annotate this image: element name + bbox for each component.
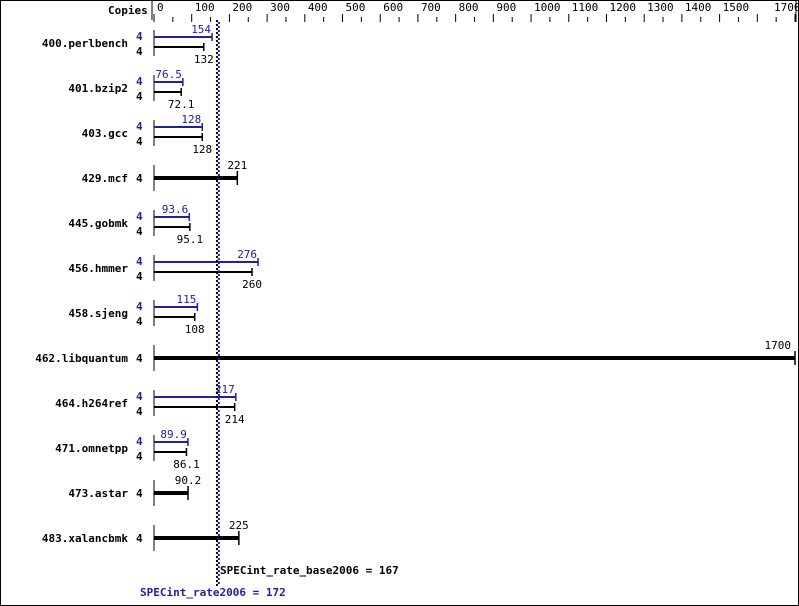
base-value-label: 132 bbox=[194, 53, 214, 66]
tick-label: 1400 bbox=[685, 1, 712, 14]
tick-label: 1200 bbox=[609, 1, 636, 14]
tick-label: 600 bbox=[383, 1, 403, 14]
tick-label: 1700 bbox=[774, 1, 799, 14]
base-score-label: SPECint_rate_base2006 = 167 bbox=[220, 564, 399, 577]
benchmark-name: 400.perlbench bbox=[42, 37, 128, 50]
copies-base: 4 bbox=[136, 405, 143, 418]
base-value-label: 225 bbox=[229, 519, 249, 532]
tick-label: 300 bbox=[270, 1, 290, 14]
copies-base: 4 bbox=[136, 487, 143, 500]
benchmark-name: 403.gcc bbox=[82, 127, 128, 140]
tick-label: 800 bbox=[459, 1, 479, 14]
copies-base: 4 bbox=[136, 225, 143, 238]
tick-label: 200 bbox=[232, 1, 252, 14]
benchmark-name: 462.libquantum bbox=[35, 352, 128, 365]
benchmark-name: 401.bzip2 bbox=[68, 82, 128, 95]
benchmark-name: 483.xalancbmk bbox=[42, 532, 128, 545]
benchmark-name: 464.h264ref bbox=[55, 397, 128, 410]
base-value-label: 90.2 bbox=[175, 474, 202, 487]
copies-peak: 4 bbox=[136, 255, 143, 268]
copies-peak: 4 bbox=[136, 120, 143, 133]
base-value-label: 108 bbox=[185, 323, 205, 336]
peak-value-label: 217 bbox=[215, 383, 235, 396]
copies-peak: 4 bbox=[136, 75, 143, 88]
peak-value-label: 276 bbox=[237, 248, 257, 261]
peak-value-label: 154 bbox=[191, 23, 211, 36]
peak-value-label: 128 bbox=[181, 113, 201, 126]
peak-value-label: 76.5 bbox=[155, 68, 182, 81]
copies-header: Copies bbox=[108, 4, 148, 17]
tick-label: 400 bbox=[308, 1, 328, 14]
base-value-label: 86.1 bbox=[173, 458, 200, 471]
copies-base: 4 bbox=[136, 315, 143, 328]
tick-label: 0 bbox=[157, 1, 164, 14]
peak-value-label: 89.9 bbox=[160, 428, 187, 441]
copies-peak: 4 bbox=[136, 300, 143, 313]
base-value-label: 1700 bbox=[765, 339, 792, 352]
tick-label: 1300 bbox=[647, 1, 674, 14]
base-value-label: 128 bbox=[192, 143, 212, 156]
benchmark-name: 471.omnetpp bbox=[55, 442, 128, 455]
copies-peak: 4 bbox=[136, 390, 143, 403]
tick-label: 900 bbox=[496, 1, 516, 14]
base-value-label: 260 bbox=[242, 278, 262, 291]
tick-label: 1500 bbox=[723, 1, 750, 14]
copies-base: 4 bbox=[136, 45, 143, 58]
copies-base: 4 bbox=[136, 450, 143, 463]
copies-base: 4 bbox=[136, 172, 143, 185]
benchmark-name: 473.astar bbox=[68, 487, 128, 500]
peak-score-label: SPECint_rate2006 = 172 bbox=[140, 586, 286, 599]
benchmark-name: 429.mcf bbox=[82, 172, 128, 185]
tick-label: 700 bbox=[421, 1, 441, 14]
copies-peak: 4 bbox=[136, 30, 143, 43]
peak-value-label: 115 bbox=[176, 293, 196, 306]
base-value-label: 214 bbox=[225, 413, 245, 426]
copies-base: 4 bbox=[136, 532, 143, 545]
copies-peak: 4 bbox=[136, 210, 143, 223]
tick-label: 1100 bbox=[572, 1, 599, 14]
copies-base: 4 bbox=[136, 135, 143, 148]
copies-base: 4 bbox=[136, 352, 143, 365]
benchmark-name: 456.hmmer bbox=[68, 262, 128, 275]
copies-peak: 4 bbox=[136, 435, 143, 448]
benchmark-name: 445.gobmk bbox=[68, 217, 128, 230]
peak-value-label: 93.6 bbox=[162, 203, 189, 216]
copies-base: 4 bbox=[136, 270, 143, 283]
tick-label: 1000 bbox=[534, 1, 561, 14]
copies-base: 4 bbox=[136, 90, 143, 103]
benchmark-name: 458.sjeng bbox=[68, 307, 128, 320]
tick-label: 100 bbox=[195, 1, 215, 14]
base-value-label: 221 bbox=[227, 159, 247, 172]
base-value-label: 72.1 bbox=[168, 98, 195, 111]
tick-label: 500 bbox=[346, 1, 366, 14]
base-value-label: 95.1 bbox=[177, 233, 204, 246]
